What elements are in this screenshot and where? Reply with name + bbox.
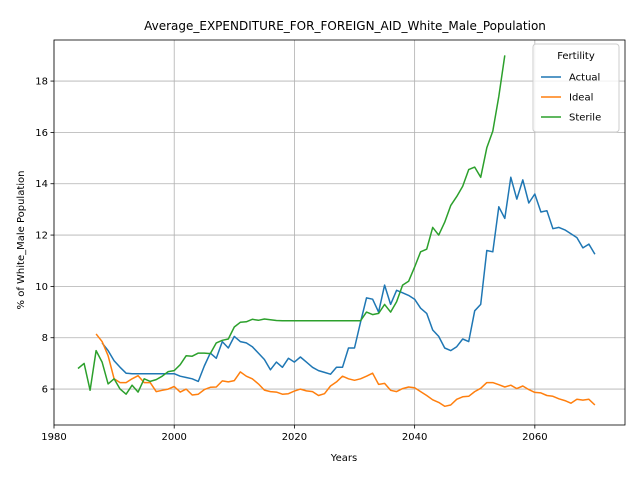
plot-border xyxy=(53,39,626,426)
legend-label-actual: Actual xyxy=(569,73,600,84)
x-tick-label: 2020 xyxy=(282,432,307,443)
y-tick-label: 16 xyxy=(35,128,48,139)
legend-box xyxy=(532,43,620,133)
y-tick-label: 18 xyxy=(35,77,48,88)
y-tick-label: 8 xyxy=(42,333,48,344)
legend-title: Fertility xyxy=(557,51,595,62)
y-tick-label: 14 xyxy=(35,179,48,190)
plot-area xyxy=(53,39,626,426)
y-axis: 6 8 10 12 14 16 18 xyxy=(35,77,54,396)
x-tick-label: 1980 xyxy=(41,432,66,443)
series-line-sterile xyxy=(77,55,506,395)
x-tick-label: 2040 xyxy=(402,432,427,443)
x-axis: 1980 2000 2020 2040 2060 xyxy=(41,425,548,443)
series-line-actual xyxy=(101,176,596,383)
x-tick-label: 2060 xyxy=(522,432,547,443)
x-axis-label: Years xyxy=(330,453,357,464)
plot-frame xyxy=(54,40,625,425)
series-line-ideal xyxy=(95,333,596,408)
legend: Fertility Actual Ideal Sterile xyxy=(532,43,620,133)
y-tick-label: 12 xyxy=(35,231,48,242)
legend-label-sterile: Sterile xyxy=(569,113,601,124)
grid xyxy=(53,40,625,425)
y-axis-label: % of White_Male Population xyxy=(16,171,27,310)
x-tick-label: 2000 xyxy=(161,432,186,443)
legend-label-ideal: Ideal xyxy=(569,93,593,104)
y-tick-label: 6 xyxy=(42,385,48,396)
series-layer xyxy=(77,55,596,408)
y-tick-label: 10 xyxy=(35,282,48,293)
chart-title: Average_EXPENDITURE_FOR_FOREIGN_AID_Whit… xyxy=(144,19,546,33)
